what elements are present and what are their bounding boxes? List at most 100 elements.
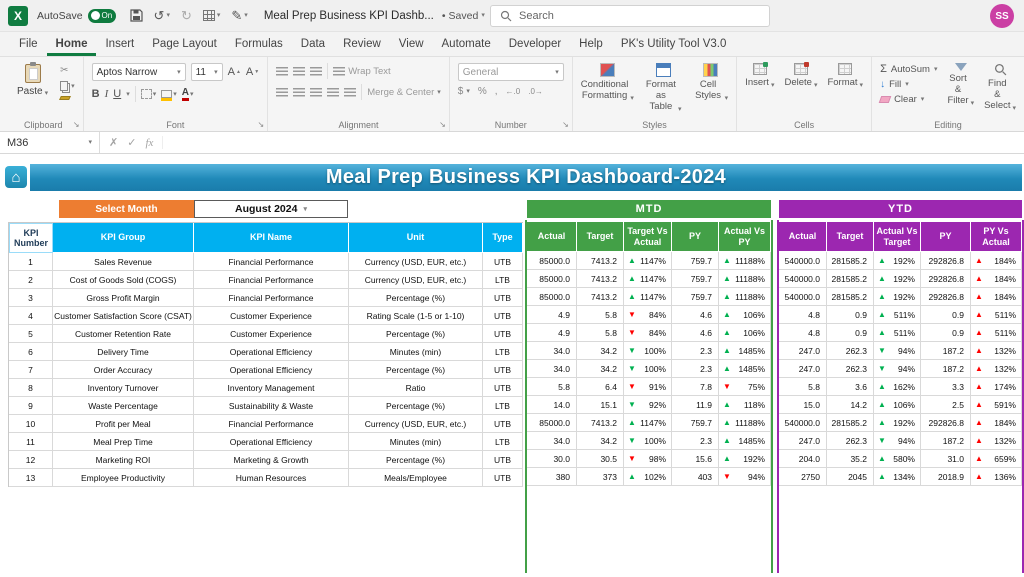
cell-type[interactable]: LTB xyxy=(483,433,523,451)
cell-ytd-py[interactable]: 292826.8 xyxy=(921,252,971,270)
conditional-formatting-button[interactable]: Conditional Formatting ▾ xyxy=(581,63,634,102)
cell-mtd-py[interactable]: 759.7 xyxy=(672,414,719,432)
increase-font-size-button[interactable]: A ▲ xyxy=(227,66,241,78)
cell-kpi-name[interactable]: Operational Efficiency xyxy=(194,433,349,451)
cell-kpi-name[interactable]: Customer Experience xyxy=(194,307,349,325)
cell-ytd-actual[interactable]: 247.0 xyxy=(779,342,827,360)
cell-type[interactable]: UTB xyxy=(483,253,523,271)
header-mtd-actual-vs-py[interactable]: Actual Vs PY xyxy=(719,222,771,252)
cell-ytd-py[interactable]: 292826.8 xyxy=(921,270,971,288)
cell-ytd-target[interactable]: 3.6 xyxy=(827,378,874,396)
cell-kpi-group[interactable]: Delivery Time xyxy=(53,343,194,361)
excel-logo-icon[interactable]: X xyxy=(8,5,28,26)
cell-kpi-group[interactable]: Cost of Goods Sold (COGS) xyxy=(53,271,194,289)
draw-tool-button[interactable]: ✎ ▾ xyxy=(231,7,248,23)
cell-mtd-target[interactable]: 373 xyxy=(577,468,624,486)
cell-kpi-number[interactable]: 7 xyxy=(9,361,53,379)
cell-ytd-actual-vs-target[interactable]: ▲ 106% xyxy=(874,396,921,414)
document-title[interactable]: Meal Prep Business KPI Dashb... xyxy=(263,9,434,22)
menu-tab-home[interactable]: Home xyxy=(46,32,97,56)
clear-button[interactable]: Clear ▾ xyxy=(878,94,937,105)
decrease-font-size-button[interactable]: A ▼ xyxy=(245,66,260,78)
cell-mtd-py[interactable]: 759.7 xyxy=(672,270,719,288)
cell-ytd-py[interactable]: 2.5 xyxy=(921,396,971,414)
header-unit[interactable]: Unit xyxy=(349,223,483,253)
paste-button[interactable]: Paste ▾ xyxy=(12,62,53,98)
cell-type[interactable]: UTB xyxy=(483,451,523,469)
cell-kpi-group[interactable]: Meal Prep Time xyxy=(53,433,194,451)
autosum-button[interactable]: Σ AutoSum ▾ xyxy=(880,63,937,75)
cell-ytd-py[interactable]: 2018.9 xyxy=(921,468,971,486)
cell-kpi-name[interactable]: Human Resources xyxy=(194,469,349,487)
cancel-icon[interactable]: ✗ xyxy=(109,137,119,149)
menu-tab-view[interactable]: View xyxy=(398,38,424,50)
align-left-button[interactable] xyxy=(276,87,289,97)
save-status-button[interactable]: • Saved ▾ xyxy=(442,10,485,22)
cell-ytd-py[interactable]: 292826.8 xyxy=(921,288,971,306)
cell-mtd-actual[interactable]: 380 xyxy=(527,468,577,486)
cell-kpi-name[interactable]: Financial Performance xyxy=(194,415,349,433)
merge-center-button[interactable]: Merge & Center ▾ xyxy=(367,87,441,98)
cell-mtd-actual[interactable]: 4.9 xyxy=(527,306,577,324)
cell-unit[interactable]: Currency (USD, EUR, etc.) xyxy=(349,271,483,289)
align-top-button[interactable] xyxy=(276,66,289,76)
format-as-table-button[interactable]: Format as Table ▾ xyxy=(646,63,681,113)
cell-kpi-name[interactable]: Operational Efficiency xyxy=(194,361,349,379)
cell-mtd-target[interactable]: 6.4 xyxy=(577,378,624,396)
cell-ytd-py[interactable]: 187.2 xyxy=(921,432,971,450)
cell-mtd-py[interactable]: 4.6 xyxy=(672,324,719,342)
cell-mtd-target[interactable]: 15.1 xyxy=(577,396,624,414)
increase-decimal-button[interactable]: ←.0 xyxy=(505,87,521,96)
cell-unit[interactable]: Ratio xyxy=(349,379,483,397)
cell-kpi-number[interactable]: 10 xyxy=(9,415,53,433)
cell-kpi-name[interactable]: Operational Efficiency xyxy=(194,343,349,361)
borders-button[interactable]: ▾ xyxy=(140,89,156,99)
cell-unit[interactable]: Percentage (%) xyxy=(349,451,483,469)
home-button[interactable]: ⌂ xyxy=(5,166,27,188)
cell-mtd-actual[interactable]: 85000.0 xyxy=(527,414,577,432)
header-kpi-name[interactable]: KPI Name xyxy=(194,223,349,253)
cell-mtd-py[interactable]: 15.6 xyxy=(672,450,719,468)
cell-kpi-name[interactable]: Marketing & Growth xyxy=(194,451,349,469)
cell-ytd-target[interactable]: 0.9 xyxy=(827,324,874,342)
cell-kpi-number[interactable]: 13 xyxy=(9,469,53,487)
cell-kpi-group[interactable]: Gross Profit Margin xyxy=(53,289,194,307)
cell-ytd-actual-vs-target[interactable]: ▼ 94% xyxy=(874,342,921,360)
cell-type[interactable]: LTB xyxy=(483,271,523,289)
cell-mtd-actual-vs-py[interactable]: ▲ 11188% xyxy=(719,270,771,288)
redo-button[interactable]: ↻ xyxy=(180,7,192,23)
comma-style-button[interactable]: , xyxy=(494,86,498,97)
cell-mtd-actual[interactable]: 14.0 xyxy=(527,396,577,414)
cell-kpi-name[interactable]: Customer Experience xyxy=(194,325,349,343)
avatar[interactable]: SS xyxy=(990,4,1014,28)
cell-ytd-actual-vs-target[interactable]: ▲ 192% xyxy=(874,288,921,306)
cell-ytd-target[interactable]: 2045 xyxy=(827,468,874,486)
cell-mtd-target-vs-actual[interactable]: ▼ 100% xyxy=(624,342,672,360)
cell-kpi-group[interactable]: Profit per Meal xyxy=(53,415,194,433)
cell-ytd-target[interactable]: 35.2 xyxy=(827,450,874,468)
cell-ytd-target[interactable]: 0.9 xyxy=(827,306,874,324)
cell-ytd-py-vs-actual[interactable]: ▲ 184% xyxy=(971,288,1022,306)
cell-mtd-actual-vs-py[interactable]: ▲ 1485% xyxy=(719,432,771,450)
month-dropdown[interactable]: August 2024 ▾ xyxy=(194,200,348,218)
insert-function-icon[interactable]: fx xyxy=(145,136,154,149)
table-tool-button[interactable]: ▾ xyxy=(202,10,220,21)
cell-kpi-name[interactable]: Sustainability & Waste xyxy=(194,397,349,415)
cell-ytd-py[interactable]: 3.3 xyxy=(921,378,971,396)
italic-button[interactable]: I xyxy=(104,88,109,100)
cell-mtd-target[interactable]: 5.8 xyxy=(577,324,624,342)
cell-unit[interactable]: Minutes (min) xyxy=(349,433,483,451)
cell-mtd-target-vs-actual[interactable]: ▼ 92% xyxy=(624,396,672,414)
cell-kpi-group[interactable]: Marketing ROI xyxy=(53,451,194,469)
delete-cells-button[interactable]: Delete ▾ xyxy=(784,62,817,89)
cell-ytd-actual[interactable]: 4.8 xyxy=(779,324,827,342)
cell-mtd-actual-vs-py[interactable]: ▲ 1485% xyxy=(719,360,771,378)
align-middle-button[interactable] xyxy=(293,66,306,76)
clipboard-dialog-launcher[interactable]: ↘ xyxy=(72,120,80,129)
enter-icon[interactable]: ✓ xyxy=(127,137,137,149)
font-dialog-launcher[interactable]: ↘ xyxy=(257,120,265,129)
cell-type[interactable]: UTB xyxy=(483,325,523,343)
cell-mtd-target-vs-actual[interactable]: ▲ 1147% xyxy=(624,288,672,306)
header-ytd-actual[interactable]: Actual xyxy=(779,222,827,252)
name-box[interactable]: M36 ▾ xyxy=(0,132,100,153)
